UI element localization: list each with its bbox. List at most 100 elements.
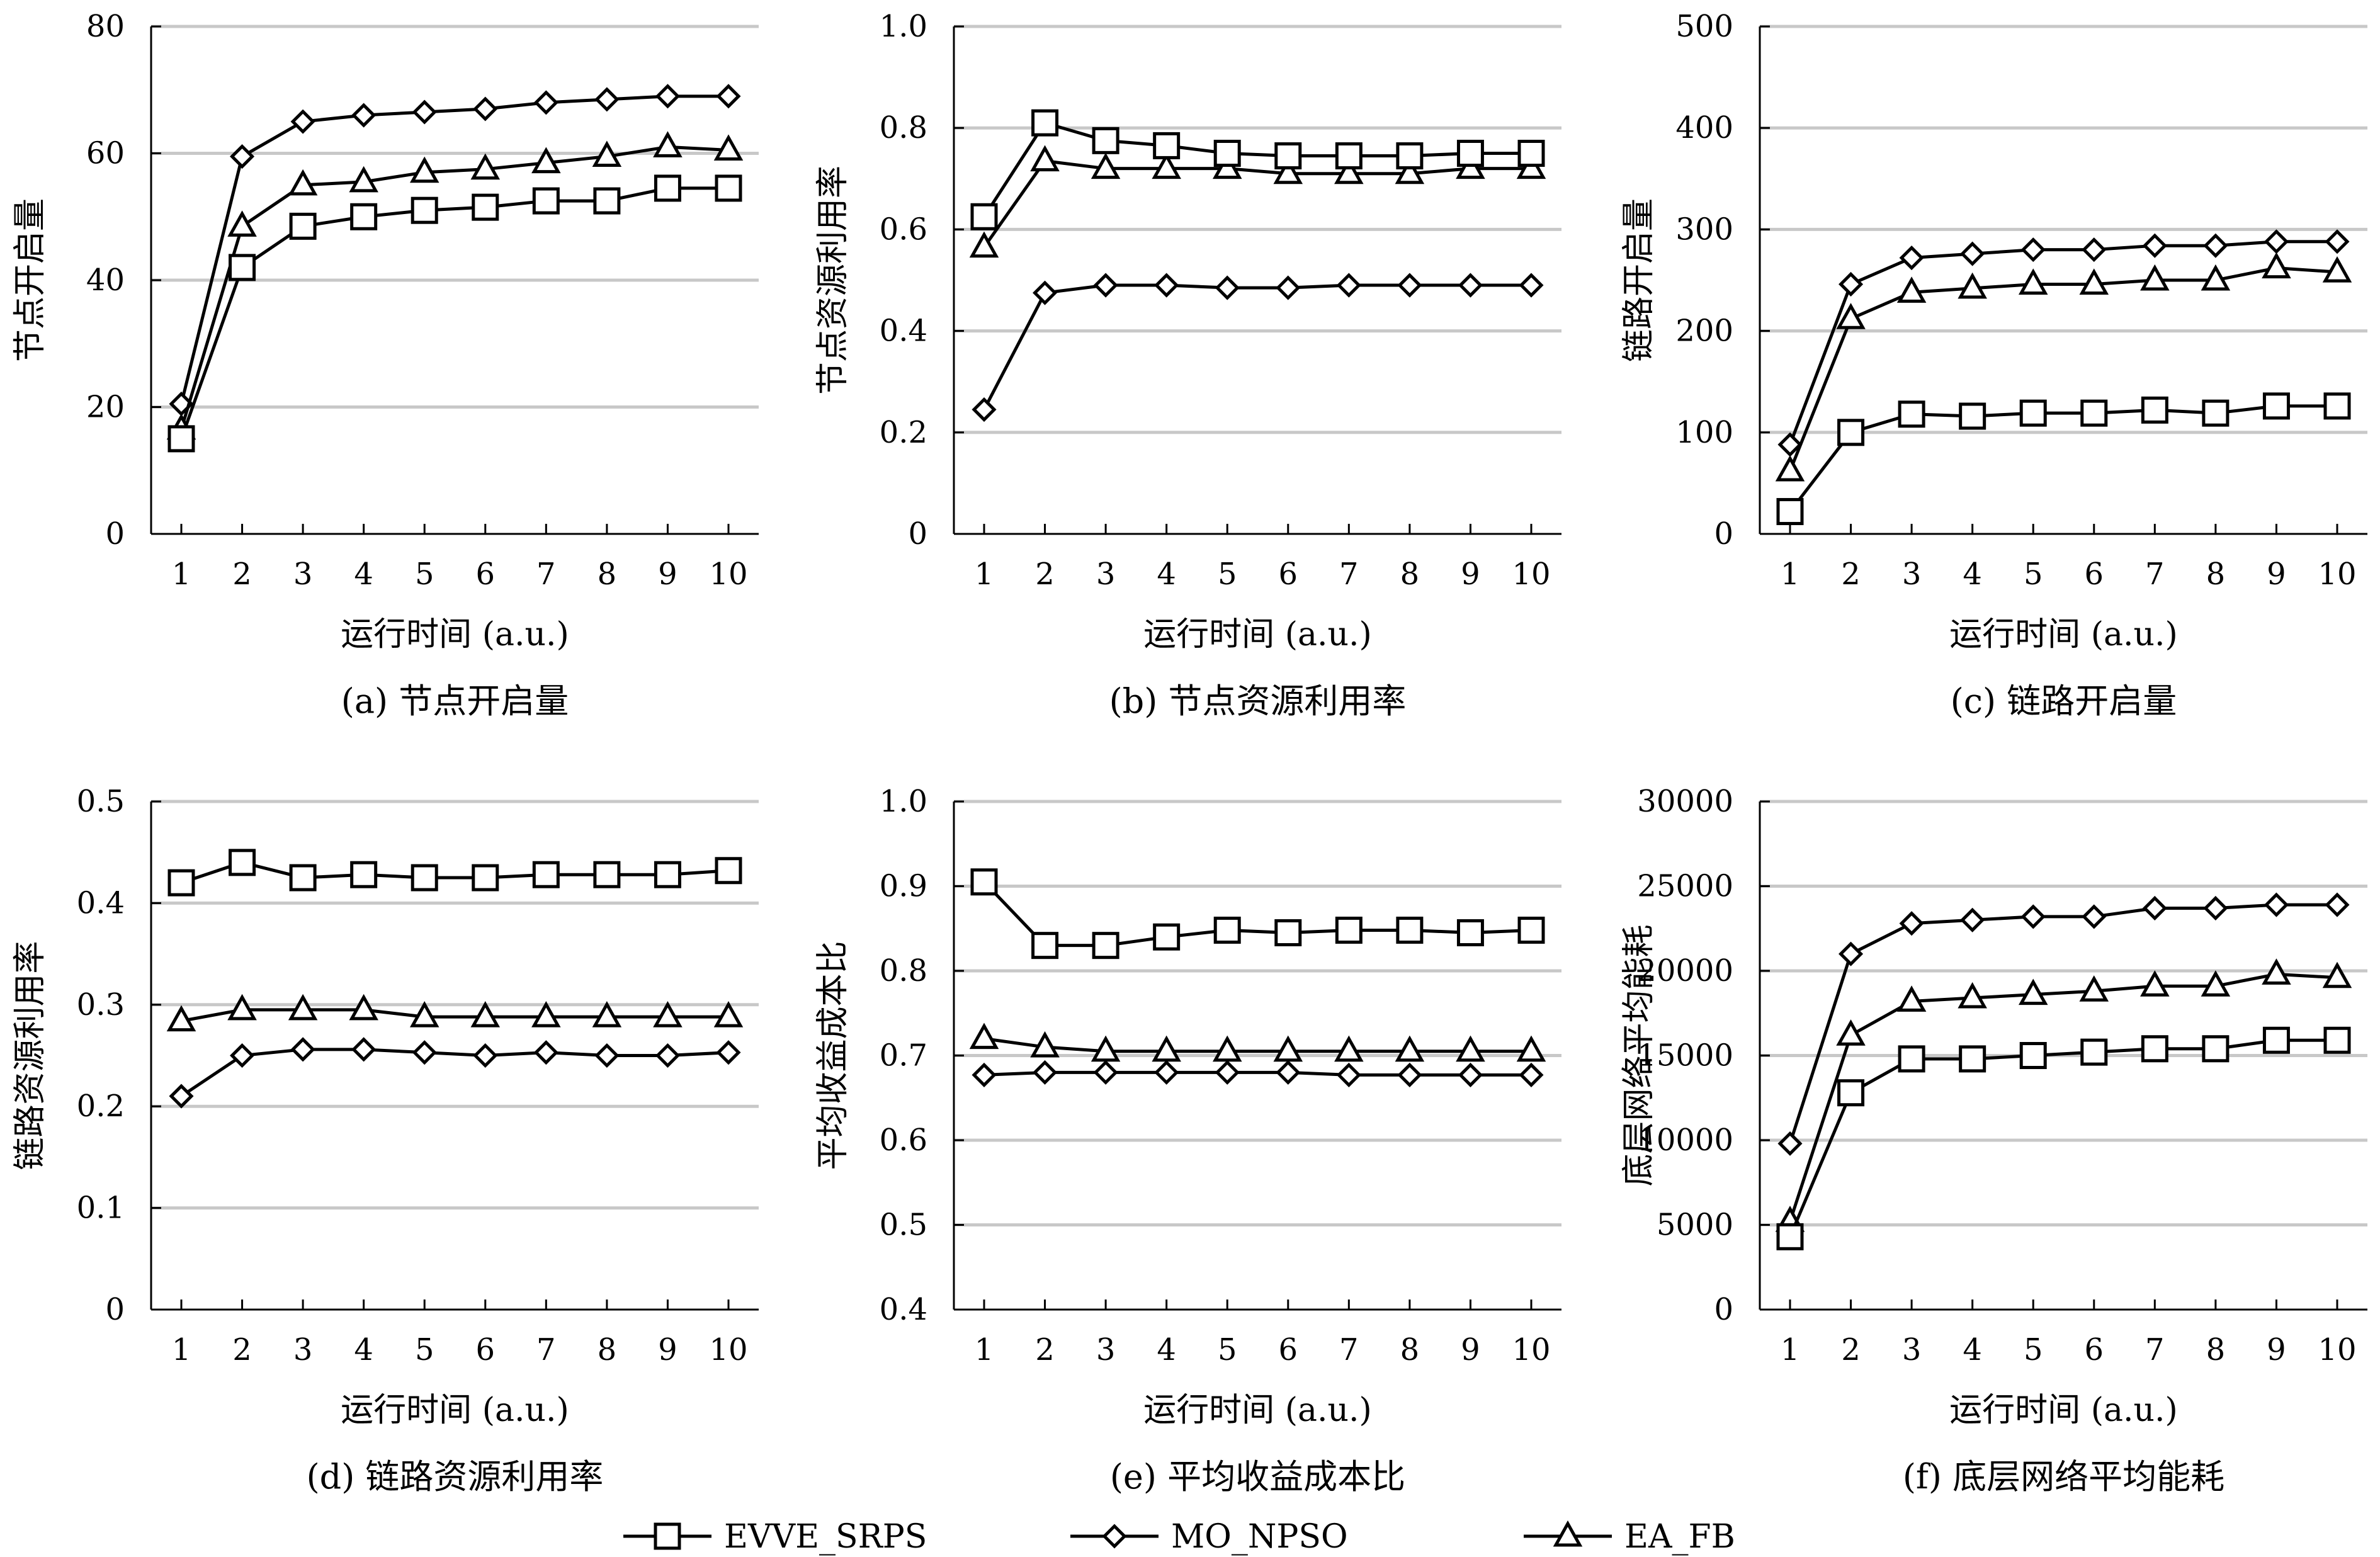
data-point-evve-srps xyxy=(1959,1045,1986,1073)
y-tick-label: 0.6 xyxy=(880,212,927,247)
series-line-mo-npso xyxy=(179,94,728,405)
x-tick-label: 8 xyxy=(2206,1332,2226,1367)
data-point-evve-srps xyxy=(289,212,317,240)
y-tick-label: 400 xyxy=(1675,110,1733,145)
data-point-ea-fb xyxy=(1836,303,1866,329)
x-tick-label: 1 xyxy=(1781,557,1800,592)
x-tick-label: 9 xyxy=(658,557,677,592)
x-tick-label: 6 xyxy=(2085,557,2104,592)
x-tick-label: 8 xyxy=(1400,557,1420,592)
data-point-ea-fb xyxy=(969,1022,999,1050)
x-tick-label: 10 xyxy=(1512,1332,1550,1367)
series-line-ea-fb xyxy=(1788,972,2338,1222)
x-tick-label: 6 xyxy=(1279,1332,1298,1367)
data-point-evve-srps xyxy=(1456,919,1484,946)
series-evve-srps xyxy=(970,109,1545,230)
x-tick-label: 4 xyxy=(1963,1332,1982,1367)
data-point-evve-srps xyxy=(715,857,742,885)
data-point-ea-fb xyxy=(349,166,378,193)
data-point-evve-srps xyxy=(1898,400,1925,428)
data-point-evve-srps xyxy=(472,864,499,892)
x-tick-label: 3 xyxy=(293,1332,313,1367)
x-tick-label: 1 xyxy=(1781,1332,1800,1367)
y-tick-label: 25000 xyxy=(1637,869,1733,904)
series-ea-fb xyxy=(166,131,744,440)
x-tick-label: 2 xyxy=(1841,557,1861,592)
data-point-mo-npso xyxy=(2142,895,2167,921)
data-point-evve-srps xyxy=(1213,140,1241,167)
data-point-mo-npso xyxy=(1154,273,1179,298)
data-point-mo-npso xyxy=(1215,1060,1240,1085)
x-tick-label: 5 xyxy=(415,557,434,592)
data-point-ea-fb xyxy=(227,210,257,237)
x-tick-label: 6 xyxy=(476,1332,496,1367)
data-point-ea-fb xyxy=(470,153,501,180)
x-tick-label: 9 xyxy=(2267,1332,2286,1367)
x-tick-label: 2 xyxy=(1035,557,1055,592)
data-point-mo-npso xyxy=(169,1084,194,1109)
data-point-evve-srps xyxy=(2262,1026,2290,1054)
data-point-mo-npso xyxy=(594,1043,620,1068)
series-evve-srps xyxy=(1776,1026,2351,1250)
data-point-ea-fb xyxy=(1334,157,1364,184)
x-tick-label: 10 xyxy=(2318,557,2356,592)
data-point-ea-fb xyxy=(166,1005,196,1032)
x-tick-label: 3 xyxy=(1902,1332,1922,1367)
data-point-evve-srps xyxy=(2080,1038,2108,1066)
series-mo-npso xyxy=(169,84,741,416)
legend-label: EVVE_SRPS xyxy=(724,1518,927,1556)
data-point-ea-fb xyxy=(1273,157,1303,184)
series-ea-fb xyxy=(1775,252,2352,482)
data-point-ea-fb xyxy=(713,1001,744,1028)
x-tick-label: 7 xyxy=(536,1332,556,1367)
data-point-mo-npso xyxy=(972,397,997,422)
data-point-evve-srps xyxy=(1153,923,1181,951)
y-tick-label: 0 xyxy=(105,1292,125,1327)
data-point-ea-fb xyxy=(653,131,683,157)
x-tick-label: 7 xyxy=(1339,557,1359,592)
data-point-mo-npso xyxy=(1397,273,1422,298)
y-tick-label: 0.8 xyxy=(880,110,927,145)
data-point-evve-srps xyxy=(2202,399,2230,427)
data-point-ea-fb xyxy=(288,169,318,196)
data-point-mo-npso xyxy=(1033,280,1058,305)
x-axis-title: 运行时间 (a.u.) xyxy=(341,616,569,654)
data-point-evve-srps xyxy=(2080,399,2108,427)
y-tick-label: 20000 xyxy=(1637,953,1733,988)
series-line-evve-srps xyxy=(1788,1038,2337,1238)
data-point-ea-fb xyxy=(227,994,257,1021)
data-point-ea-fb xyxy=(1152,1035,1181,1062)
x-tick-label: 6 xyxy=(2085,1332,2104,1367)
data-point-evve-srps xyxy=(229,254,256,281)
data-point-ea-fb xyxy=(1334,1035,1364,1062)
x-tick-label: 1 xyxy=(172,557,191,592)
x-tick-label: 2 xyxy=(232,557,252,592)
data-point-mo-npso xyxy=(594,87,620,112)
data-point-evve-srps xyxy=(2323,392,2351,420)
data-point-ea-fb xyxy=(1030,1031,1060,1058)
data-point-ea-fb xyxy=(1775,455,1805,482)
data-point-mo-npso xyxy=(290,1037,315,1062)
x-tick-label: 9 xyxy=(1461,557,1480,592)
data-point-mo-npso xyxy=(412,99,437,125)
y-tick-label: 100 xyxy=(1675,415,1733,450)
series-evve-srps xyxy=(1776,392,2351,526)
data-point-evve-srps xyxy=(2141,396,2168,424)
y-tick-label: 1.0 xyxy=(880,9,927,44)
data-point-ea-fb xyxy=(531,147,561,174)
data-point-mo-npso xyxy=(1276,1060,1301,1085)
data-point-ea-fb xyxy=(1896,985,1927,1012)
data-point-evve-srps xyxy=(654,861,681,888)
data-point-evve-srps xyxy=(2141,1035,2168,1063)
data-point-evve-srps xyxy=(1776,1223,1804,1250)
data-point-mo-npso xyxy=(1336,273,1361,298)
y-tick-label: 5000 xyxy=(1657,1208,1733,1243)
data-point-ea-fb xyxy=(1456,1035,1485,1062)
data-point-mo-npso xyxy=(412,1040,437,1065)
data-point-ea-fb xyxy=(969,231,999,258)
data-point-evve-srps xyxy=(593,861,621,888)
data-point-ea-fb xyxy=(349,994,378,1021)
data-point-mo-npso xyxy=(2020,237,2046,263)
data-point-mo-npso xyxy=(1839,271,1864,297)
data-point-mo-npso xyxy=(1458,1062,1483,1087)
